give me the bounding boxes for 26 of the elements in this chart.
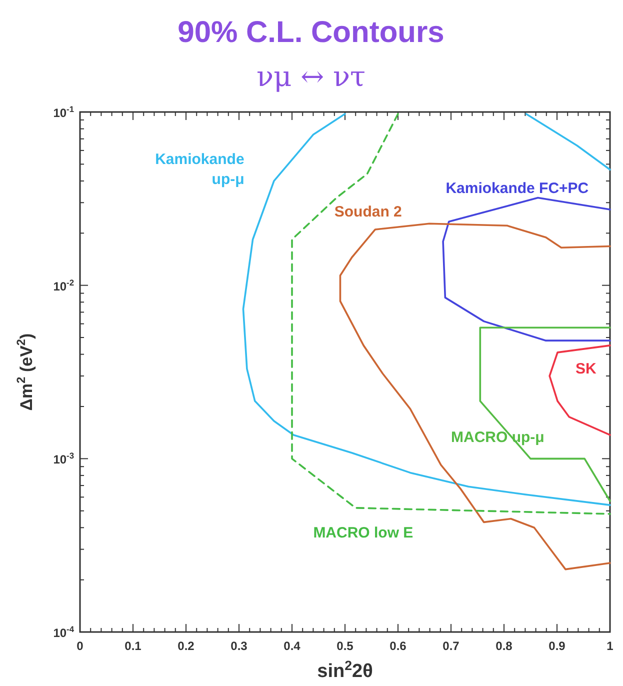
series-label: SK: [576, 360, 597, 378]
y-tick-label: 10$^{-1}$: [53, 104, 74, 120]
x-tick-label: 0: [76, 639, 84, 653]
y-tick-label: 10$^{-4}$: [53, 624, 74, 640]
x-tick-label: 1: [606, 639, 614, 653]
x-tick-label: 0.2: [178, 639, 195, 653]
x-tick-label: 0.3: [230, 639, 248, 653]
series-label: Kamiokande FC+PC: [446, 180, 589, 198]
chart-title: 90% C.L. Contours: [178, 16, 444, 49]
line-series: [548, 344, 611, 436]
y-tick-label: 10$^{-3}$: [53, 450, 74, 467]
x-axis-title: sin$^{2}$2θ: [317, 658, 373, 682]
x-tick-label: 0.8: [496, 639, 513, 653]
x-tick-label: 0.4: [284, 639, 301, 653]
x-tick-label: 0.1: [124, 639, 142, 653]
series-label: MACRO low E: [313, 524, 414, 542]
series-label: MACRO up-μ: [451, 428, 544, 446]
x-tick-label: 0.9: [548, 639, 566, 653]
y-tick-label: 10$^{-2}$: [53, 277, 74, 294]
x-tick-label: 0.5: [336, 639, 354, 653]
series-label: Kamiokande up-μ: [155, 151, 244, 188]
series-label: Soudan 2: [334, 203, 402, 220]
chart-subtitle: νμ ↔ ντ: [256, 60, 366, 93]
line-series: [442, 196, 611, 342]
x-tick-label: 0.6: [390, 639, 407, 653]
x-tick-label: 0.7: [442, 639, 460, 653]
